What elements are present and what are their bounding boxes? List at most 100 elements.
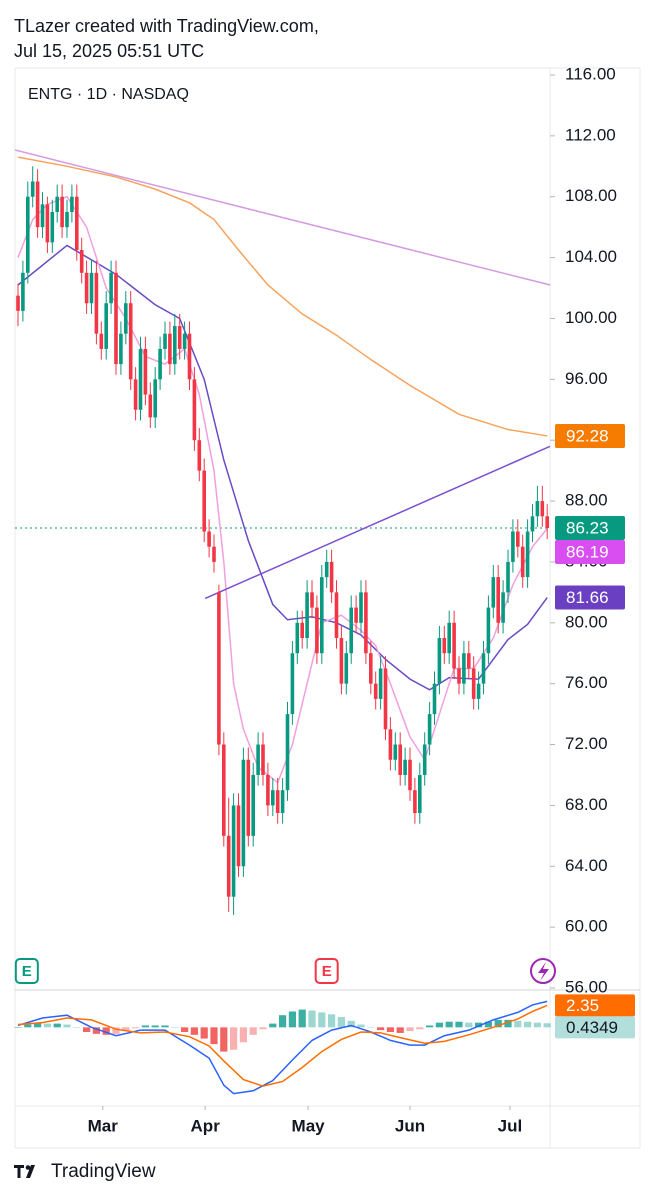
macd-histogram-bar bbox=[112, 1027, 120, 1034]
candle-body bbox=[540, 501, 545, 517]
candle-body bbox=[266, 774, 270, 806]
candle-body bbox=[359, 592, 363, 623]
footer-logo bbox=[14, 1165, 35, 1178]
candle-body bbox=[207, 531, 211, 547]
event-badge bbox=[314, 958, 339, 984]
price-badge-label: 81.66 bbox=[566, 588, 609, 607]
candle-body bbox=[329, 561, 334, 593]
candle-body bbox=[349, 607, 353, 654]
macd-histogram-bar bbox=[337, 1017, 345, 1028]
macd-histogram-bar bbox=[161, 1025, 169, 1028]
indicator-line bbox=[17, 156, 548, 437]
macd-histogram-bar bbox=[43, 1023, 51, 1028]
candle-body bbox=[202, 470, 206, 532]
candle-body bbox=[300, 622, 304, 639]
candle-body bbox=[354, 607, 358, 623]
candle-body bbox=[158, 348, 162, 380]
macd-histogram-bar bbox=[367, 1027, 375, 1028]
footer-brand: TradingView bbox=[51, 1161, 156, 1182]
candle-body bbox=[501, 592, 505, 623]
candle-body bbox=[148, 394, 153, 418]
macd-histogram-bar bbox=[426, 1025, 434, 1028]
candle-body bbox=[79, 249, 84, 273]
macd-histogram-bar bbox=[308, 1010, 316, 1028]
icon-bolt bbox=[538, 962, 549, 981]
macd-histogram-bar bbox=[279, 1015, 287, 1028]
candle-body bbox=[89, 272, 94, 304]
macd-histogram-bar bbox=[543, 1023, 551, 1028]
macd-histogram-bar bbox=[524, 1021, 532, 1028]
price-badge-label: 86.19 bbox=[566, 542, 609, 561]
y-tick-label: 88.00 bbox=[565, 491, 608, 510]
dividend-icon bbox=[530, 958, 556, 984]
candle-body bbox=[197, 440, 202, 471]
macd-histogram-bar bbox=[249, 1027, 257, 1035]
macd-histogram-bar bbox=[494, 1019, 502, 1028]
candle-body bbox=[408, 759, 412, 791]
candle-body bbox=[222, 744, 226, 836]
x-tick-label: Apr bbox=[191, 1116, 221, 1135]
macd-histogram-bar bbox=[122, 1027, 130, 1032]
candle-body bbox=[241, 759, 246, 867]
macd-pane bbox=[14, 1000, 551, 1095]
candle-body bbox=[275, 790, 280, 814]
candle-body bbox=[65, 211, 69, 228]
x-tick-label: May bbox=[292, 1116, 326, 1135]
candle-body bbox=[138, 348, 143, 410]
macd-histogram-bar bbox=[504, 1019, 512, 1028]
candle-body bbox=[50, 211, 55, 243]
indicator-line bbox=[204, 445, 550, 600]
macd-histogram-bar bbox=[102, 1027, 110, 1035]
logo-dot bbox=[25, 1165, 31, 1170]
macd-histogram-bar bbox=[92, 1027, 100, 1034]
macd-histogram-bar bbox=[396, 1027, 404, 1033]
candle-body bbox=[398, 744, 402, 775]
candle-body bbox=[471, 668, 476, 699]
candle-body bbox=[256, 744, 260, 775]
candle-body bbox=[320, 577, 324, 654]
candle-body bbox=[339, 638, 344, 684]
candle-body bbox=[383, 668, 388, 730]
macd-histogram-bar bbox=[484, 1021, 492, 1028]
macd-histogram-bar bbox=[298, 1009, 306, 1028]
y-tick-label: 96.00 bbox=[565, 369, 608, 388]
macd-histogram-bar bbox=[435, 1022, 443, 1028]
candle-body bbox=[427, 714, 432, 745]
y-tick-label: 104.00 bbox=[565, 247, 617, 266]
macd-histogram-bar bbox=[132, 1027, 140, 1029]
candle-body bbox=[305, 592, 309, 639]
candle-body bbox=[109, 272, 113, 304]
y-tick-label: 100.00 bbox=[565, 308, 617, 327]
candle-body bbox=[94, 272, 99, 334]
candle-body bbox=[310, 592, 314, 608]
macd-histogram-bar bbox=[73, 1027, 81, 1028]
candle-body bbox=[486, 607, 491, 654]
candle-body bbox=[261, 744, 265, 775]
candle-body bbox=[119, 333, 123, 365]
candle-body bbox=[30, 181, 35, 197]
y-tick-label: 56.00 bbox=[565, 977, 608, 996]
candle-body bbox=[520, 546, 525, 578]
macd-histogram-bar bbox=[171, 1027, 179, 1028]
candle-body bbox=[511, 531, 515, 562]
candle-body bbox=[491, 577, 496, 608]
candle-body bbox=[128, 303, 133, 380]
main-pane bbox=[15, 149, 550, 915]
candle-body bbox=[280, 790, 285, 814]
x-tick-label: Jun bbox=[395, 1116, 425, 1135]
price-badge bbox=[555, 516, 625, 541]
y-tick-label: 68.00 bbox=[565, 795, 608, 814]
candle-body bbox=[55, 196, 59, 212]
candle-body bbox=[413, 790, 417, 814]
macd-histogram-bar bbox=[318, 1012, 326, 1028]
candle-body bbox=[422, 744, 427, 775]
candle-body bbox=[187, 333, 192, 380]
macd-histogram-bar bbox=[475, 1022, 483, 1028]
candle-body bbox=[506, 561, 510, 593]
macd-histogram-bar bbox=[455, 1021, 463, 1028]
candle-body bbox=[295, 622, 300, 654]
macd-histogram-bar bbox=[63, 1024, 71, 1028]
